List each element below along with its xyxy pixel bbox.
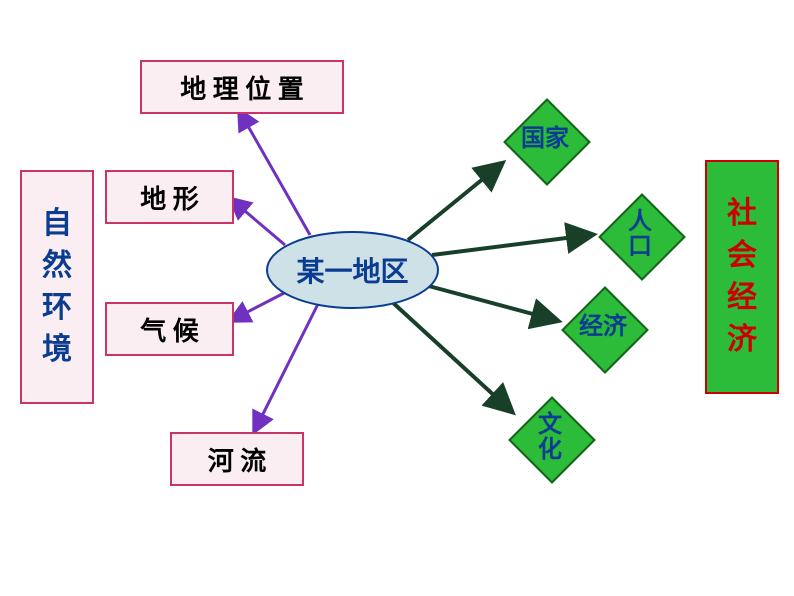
left-box-climate: 气 候 [105, 302, 234, 356]
left-title-box: 自 然 环 境 [20, 170, 94, 404]
edge-left-geo_loc [240, 112, 310, 235]
center-node: 某一地区 [265, 230, 440, 310]
left-box-terrain: 地 形 [105, 170, 234, 224]
left-title-text: 自 然 环 境 [42, 203, 72, 371]
left-box-label: 气 候 [140, 311, 199, 348]
edge-right-economy [425, 285, 555, 320]
edge-right-country [408, 165, 500, 240]
diamond-country: 国家 [516, 111, 574, 169]
left-box-river: 河 流 [170, 432, 304, 486]
diamond-label: 文 化 [521, 409, 579, 467]
diamond-pop: 人 口 [611, 206, 669, 264]
left-box-label: 地 形 [140, 179, 199, 216]
edge-right-pop [432, 235, 590, 255]
diamond-label: 经济 [574, 299, 632, 357]
center-label: 某一地区 [296, 250, 408, 290]
diamond-label: 人 口 [611, 206, 669, 264]
right-title-box: 社 会 经 济 [705, 160, 779, 394]
edge-left-river [255, 300, 320, 430]
diamond-economy: 经济 [574, 299, 632, 357]
right-title-text: 社 会 经 济 [727, 193, 757, 361]
left-box-geo_loc: 地 理 位 置 [140, 60, 344, 114]
left-box-label: 地 理 位 置 [180, 69, 304, 106]
diamond-label: 国家 [516, 111, 574, 169]
diamond-culture: 文 化 [521, 409, 579, 467]
left-box-label: 河 流 [208, 441, 267, 478]
edge-right-culture [390, 300, 510, 410]
